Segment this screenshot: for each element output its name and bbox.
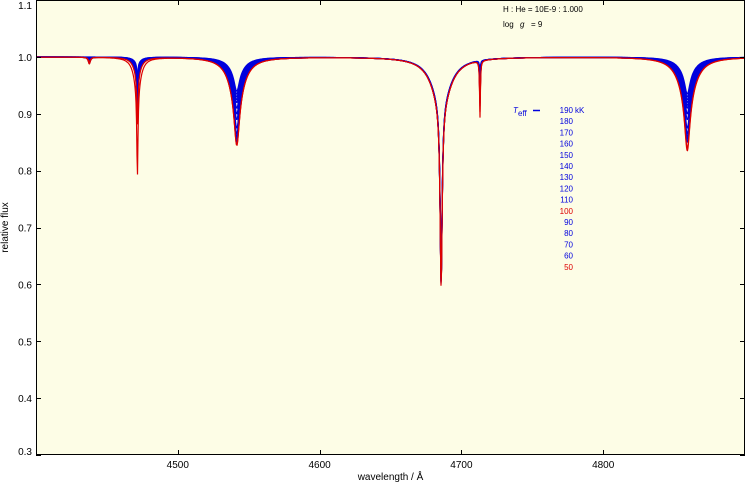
logg-symbol: g	[520, 20, 525, 29]
logg-annotation: log g = 9	[503, 20, 543, 29]
y-axis-label: relative flux	[0, 202, 11, 253]
legend-teff-label: T	[513, 106, 519, 115]
legend-entry-teff-60: 60	[564, 252, 573, 261]
legend-entry-teff-190: 190	[560, 106, 574, 115]
x-tick-label: 4600	[308, 460, 331, 471]
plot-frame	[36, 0, 745, 455]
x-tick-label: 4800	[592, 460, 615, 471]
y-tick-label: 0.8	[18, 167, 32, 178]
spectrum-curves	[36, 56, 746, 286]
legend-entry-teff-140: 140	[560, 162, 574, 171]
abundance-annotation: H : He = 10E-9 : 1.000	[503, 5, 583, 14]
legend-entry-teff-150: 150	[560, 151, 574, 160]
y-tick-label: 0.7	[18, 224, 32, 235]
legend-entry-teff-110: 110	[560, 196, 573, 205]
y-tick-label: 0.3	[18, 447, 32, 458]
y-tick-label: 0.4	[18, 394, 32, 405]
spectrum-line-teff-50	[36, 56, 745, 286]
x-tick-label: 4700	[450, 460, 473, 471]
legend-entry-teff-180: 180	[560, 117, 574, 126]
legend-entry-teff-70: 70	[564, 240, 573, 249]
legend-entry-teff-50: 50	[564, 263, 573, 272]
legend-entry-teff-90: 90	[564, 218, 573, 227]
y-tick-label: 0.9	[18, 110, 32, 121]
y-tick-label: 0.5	[18, 337, 32, 348]
y-tick-label: 1.1	[18, 1, 32, 12]
y-tick-label: 1.0	[18, 53, 32, 64]
x-tick-label: 4500	[167, 460, 190, 471]
legend-teff-subscript: eff	[518, 109, 528, 118]
x-axis: 4500 4600 4700 4800	[167, 0, 615, 471]
legend-entry-teff-120: 120	[560, 184, 574, 193]
logg-value: = 9	[531, 20, 543, 29]
legend-entry-teff-100: 100	[560, 207, 574, 216]
legend-entry-teff-160: 160	[560, 140, 574, 149]
plot-area	[36, 0, 745, 455]
legend-entry-teff-80: 80	[564, 229, 573, 238]
legend-unit: kK	[575, 106, 585, 115]
y-tick-label: 0.6	[18, 280, 32, 291]
legend-entry-teff-170: 170	[560, 128, 574, 137]
logg-prefix: log	[503, 20, 514, 29]
legend-entry-teff-130: 130	[560, 173, 574, 182]
x-axis-label: wavelength / Å	[357, 470, 424, 483]
y-axis: 0.3 0.4 0.5 0.6 0.7 0.8 0.9 1.0 1.1	[18, 0, 745, 458]
